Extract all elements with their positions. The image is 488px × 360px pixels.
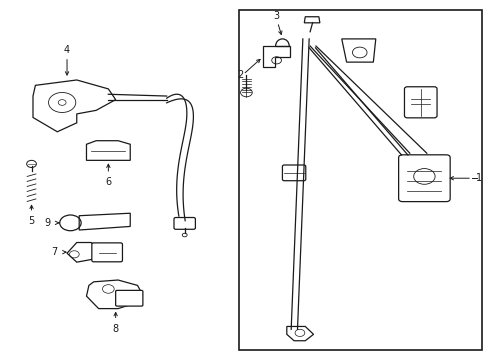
Text: 8: 8 bbox=[112, 324, 119, 334]
Text: 4: 4 bbox=[64, 45, 70, 55]
FancyBboxPatch shape bbox=[282, 165, 305, 181]
Text: 3: 3 bbox=[272, 11, 279, 21]
Bar bbox=[238, 10, 481, 350]
Text: 1: 1 bbox=[475, 173, 481, 183]
Text: 9: 9 bbox=[44, 218, 50, 228]
Text: 6: 6 bbox=[105, 177, 111, 188]
Text: 2: 2 bbox=[236, 69, 243, 80]
FancyBboxPatch shape bbox=[174, 217, 195, 229]
FancyBboxPatch shape bbox=[92, 243, 122, 262]
Text: 7: 7 bbox=[51, 247, 57, 257]
Text: 5: 5 bbox=[28, 216, 35, 226]
FancyBboxPatch shape bbox=[404, 87, 436, 118]
FancyBboxPatch shape bbox=[398, 155, 449, 202]
FancyBboxPatch shape bbox=[116, 291, 142, 306]
